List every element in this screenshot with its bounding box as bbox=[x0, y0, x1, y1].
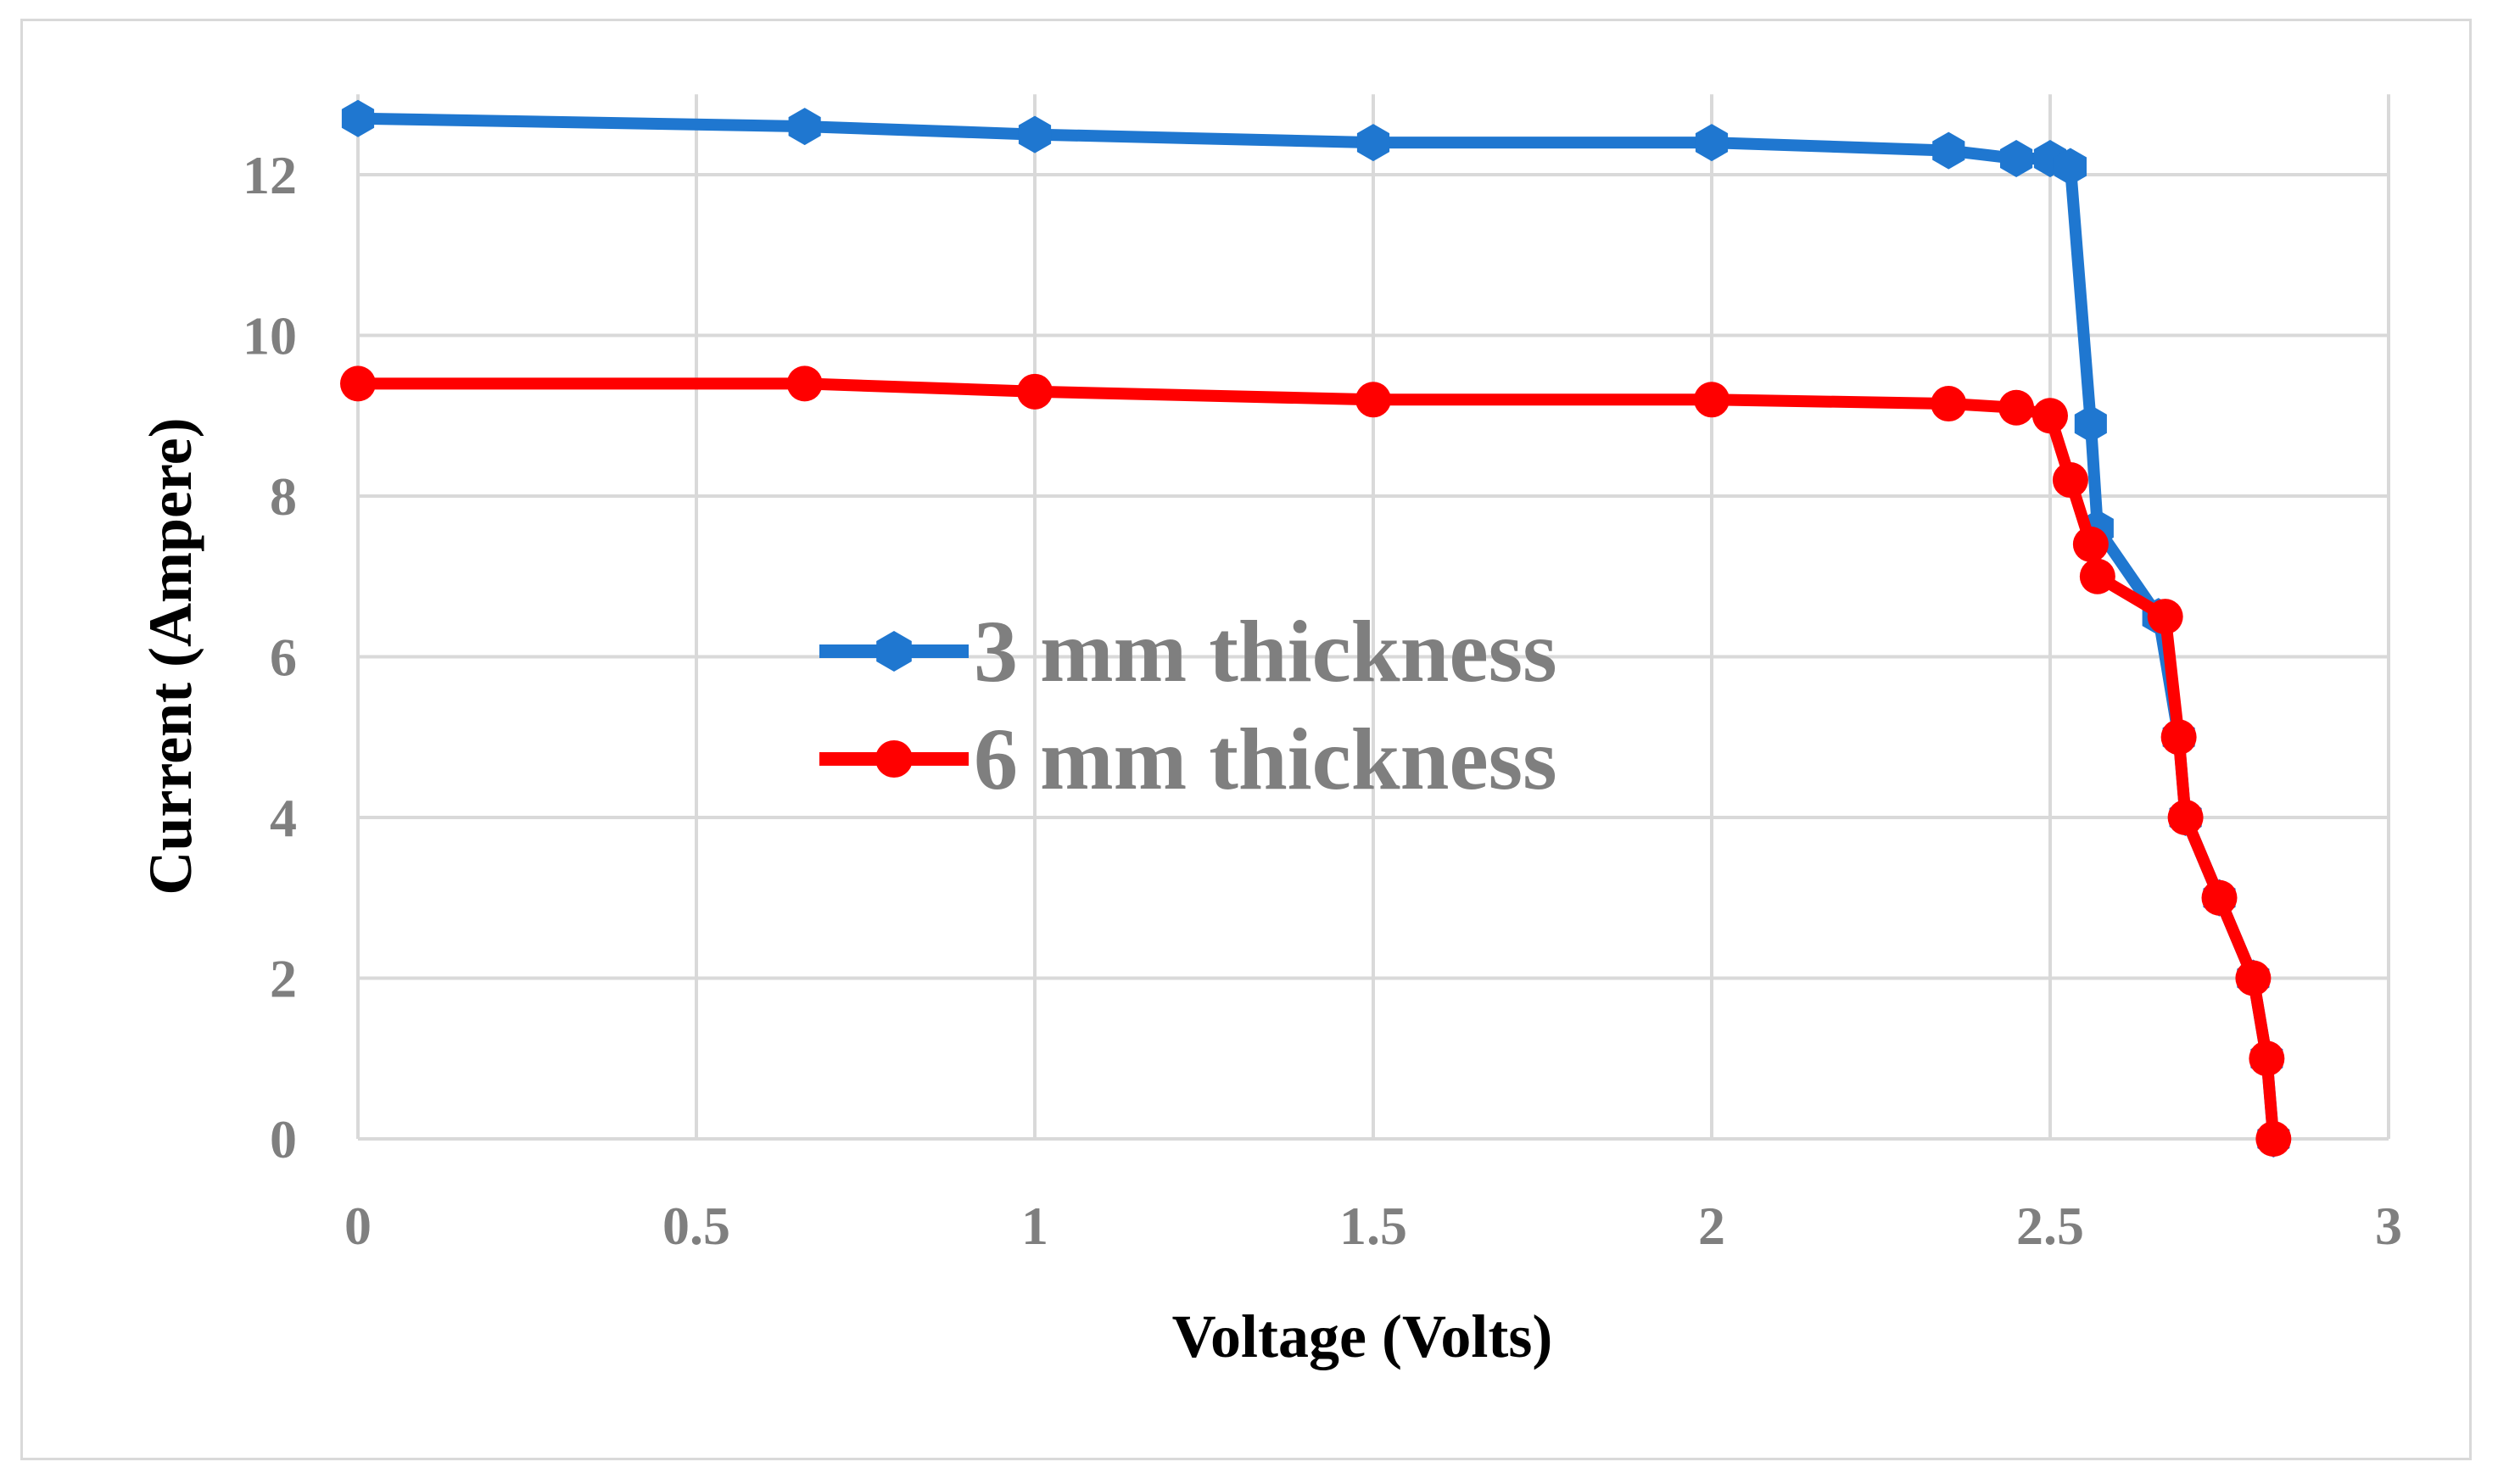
x-tick-label-6: 3 bbox=[2375, 1196, 2402, 1256]
x-tick-label-5: 2.5 bbox=[2016, 1196, 2084, 1256]
legend-entry-6mm: 6 mm thickness bbox=[819, 711, 1557, 808]
series-1-point-2 bbox=[1017, 373, 1053, 410]
series-0-point-2 bbox=[1018, 115, 1052, 153]
series-1-point-9 bbox=[2072, 526, 2109, 562]
series-1-point-4 bbox=[1694, 382, 1730, 418]
series-1-point-5 bbox=[1931, 386, 1967, 422]
y-tick-label-1: 2 bbox=[270, 949, 297, 1009]
y-tick-label-4: 8 bbox=[270, 466, 297, 527]
series-0-point-5 bbox=[1932, 131, 1965, 170]
y-tick-label-5: 10 bbox=[243, 306, 297, 366]
legend-swatch-6mm-marker bbox=[875, 740, 913, 778]
legend-swatch-3mm-marker bbox=[876, 631, 912, 672]
series-1-point-8 bbox=[2052, 462, 2088, 499]
gridlines bbox=[356, 94, 2390, 1139]
y-tick-label-2: 4 bbox=[270, 788, 297, 848]
legend: 3 mm thickness 6 mm thickness bbox=[819, 603, 1557, 808]
x-tick-label-4: 2 bbox=[1698, 1196, 1725, 1256]
series-1-point-1 bbox=[786, 365, 823, 402]
series-1-point-11 bbox=[2147, 599, 2183, 635]
series-1-point-0 bbox=[340, 365, 376, 402]
x-tick-label-1: 0.5 bbox=[662, 1196, 730, 1256]
series-1-point-10 bbox=[2079, 558, 2115, 594]
series-1 bbox=[340, 365, 2292, 1157]
series-0-point-6 bbox=[2000, 140, 2033, 177]
x-tick-label-0: 0 bbox=[344, 1196, 372, 1256]
series-1-point-14 bbox=[2201, 879, 2238, 916]
series-0-point-8 bbox=[2054, 148, 2087, 186]
series-0-point-4 bbox=[1695, 124, 1729, 162]
series-1-point-6 bbox=[1998, 389, 2035, 426]
x-tick-label-3: 1.5 bbox=[1339, 1196, 1407, 1256]
x-axis-title: Voltage (Volts) bbox=[1172, 1303, 1553, 1370]
chart-frame bbox=[20, 19, 2472, 1460]
series-0-point-9 bbox=[2074, 404, 2107, 443]
x-tick-label-2: 1 bbox=[1021, 1196, 1048, 1256]
y-tick-label-3: 6 bbox=[270, 628, 297, 688]
y-tick-label-0: 0 bbox=[270, 1109, 297, 1169]
series-0-point-3 bbox=[1356, 124, 1390, 162]
x-tick-labels: 0 0.5 1 1.5 2 2.5 3 bbox=[344, 1196, 2402, 1256]
series-1-point-7 bbox=[2032, 398, 2068, 434]
series-1-point-12 bbox=[2160, 719, 2197, 756]
legend-label-6mm: 6 mm thickness bbox=[974, 711, 1557, 808]
y-tick-labels: 0 2 4 6 8 10 12 bbox=[243, 145, 297, 1169]
y-tick-label-6: 12 bbox=[243, 145, 297, 205]
series-1-point-13 bbox=[2167, 800, 2204, 835]
series-0-point-0 bbox=[341, 99, 375, 137]
series-0-point-1 bbox=[788, 108, 821, 146]
series-layer bbox=[340, 99, 2292, 1158]
series-1-point-3 bbox=[1355, 382, 1391, 418]
series-1-point-15 bbox=[2235, 960, 2272, 996]
y-axis-title: Current (Ampere) bbox=[137, 417, 204, 895]
series-1-point-16 bbox=[2249, 1040, 2285, 1077]
series-1-point-17 bbox=[2255, 1121, 2292, 1157]
legend-label-3mm: 3 mm thickness bbox=[974, 603, 1557, 700]
legend-entry-3mm: 3 mm thickness bbox=[819, 603, 1557, 700]
